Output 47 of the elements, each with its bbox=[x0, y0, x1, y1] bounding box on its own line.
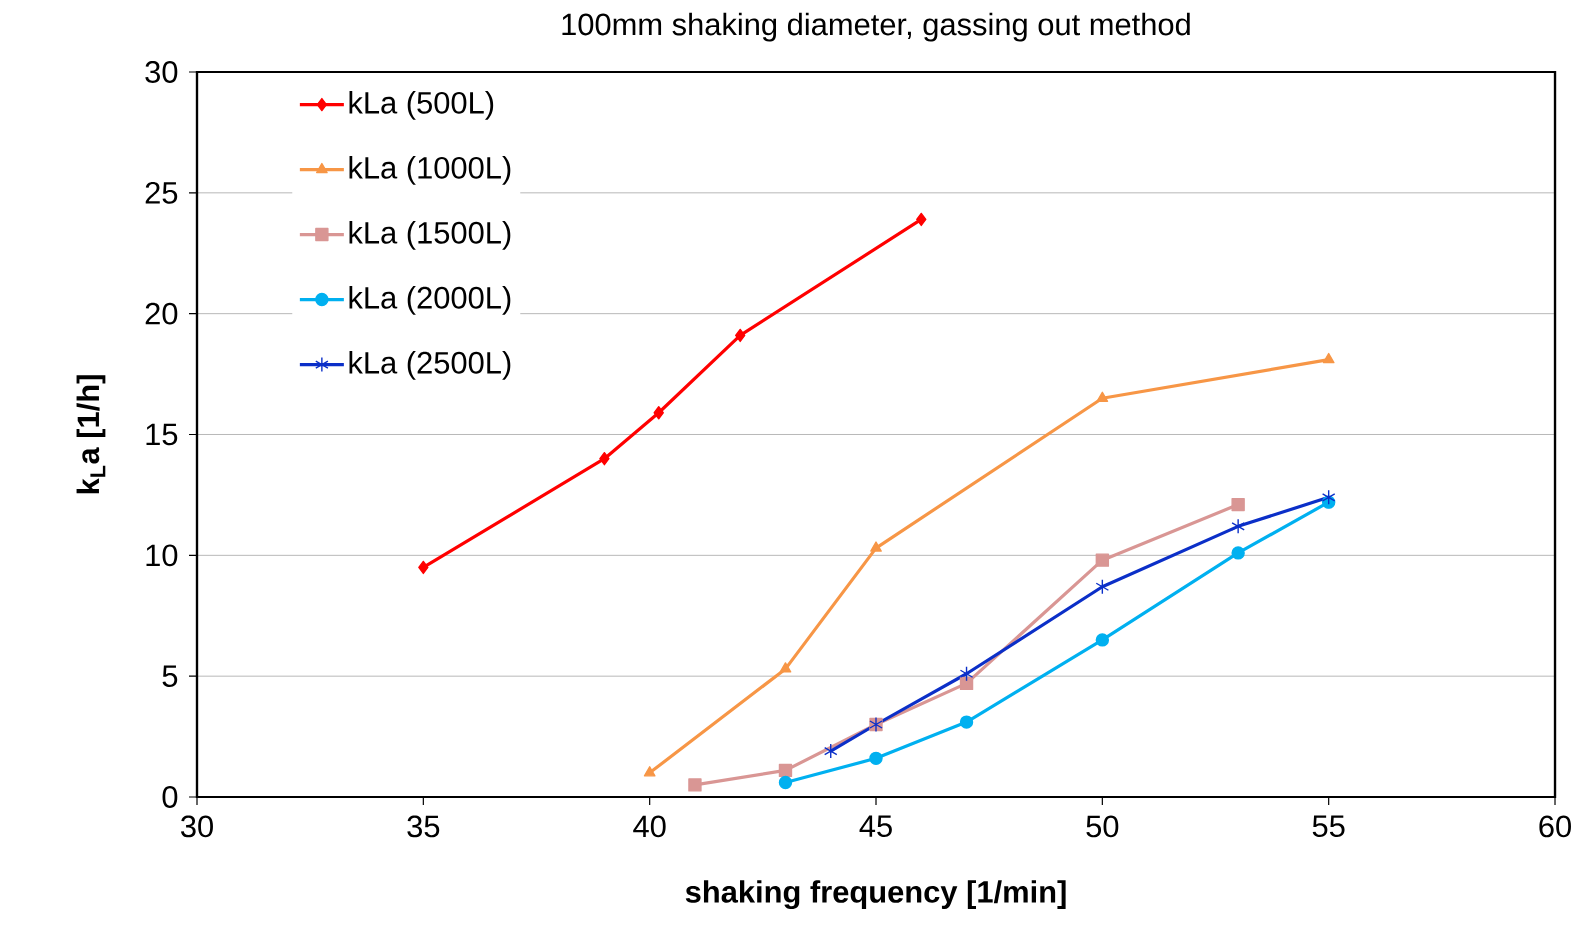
point bbox=[1231, 497, 1245, 512]
point bbox=[1231, 546, 1245, 560]
y-tick-label: 15 bbox=[146, 423, 178, 446]
point bbox=[959, 666, 974, 682]
x-tick-label: 55 bbox=[1312, 815, 1345, 838]
point bbox=[959, 676, 974, 691]
point bbox=[688, 778, 702, 792]
point bbox=[1096, 391, 1109, 402]
legend-label: kLa (1500L) bbox=[349, 221, 511, 250]
x-tick-label: 40 bbox=[633, 815, 666, 838]
point bbox=[599, 451, 610, 466]
legend-label: kLa (2000L) bbox=[349, 286, 511, 315]
y-tick-label: 30 bbox=[145, 61, 178, 83]
point bbox=[823, 743, 838, 759]
chart-title: 100mm shaking diameter, gassing out method bbox=[562, 12, 1190, 42]
y-tick-label: 10 bbox=[146, 544, 178, 567]
point bbox=[779, 662, 792, 673]
point bbox=[735, 328, 746, 343]
y-tick-label: 25 bbox=[145, 181, 178, 204]
x-tick-label: 45 bbox=[859, 815, 892, 838]
point bbox=[1321, 489, 1336, 506]
x-tick-label: 35 bbox=[407, 815, 440, 838]
point bbox=[869, 751, 883, 766]
point bbox=[870, 541, 882, 552]
point bbox=[1095, 579, 1110, 595]
text: k$_{L}$a [1/h] bbox=[76, 375, 106, 494]
legend-label: kLa (1000L) bbox=[349, 156, 511, 185]
legend-label: kLa (2500L) bbox=[349, 351, 511, 380]
legend-label: kLa (500L) bbox=[349, 91, 494, 120]
point bbox=[418, 560, 429, 575]
x-tick-label: 50 bbox=[1086, 815, 1119, 838]
point bbox=[1095, 633, 1110, 647]
y-tick-label: 0 bbox=[162, 786, 178, 808]
y-tick-label: 20 bbox=[145, 302, 178, 325]
point bbox=[1231, 518, 1245, 535]
x-tick-label: 60 bbox=[1539, 815, 1571, 838]
point bbox=[916, 212, 927, 227]
y-tick-label: 5 bbox=[162, 665, 178, 687]
x-axis-title: shaking frequency [1/min] bbox=[685, 880, 1066, 910]
point bbox=[1095, 553, 1110, 567]
point bbox=[643, 766, 656, 777]
point bbox=[778, 763, 793, 778]
x-tick-label: 30 bbox=[181, 815, 213, 838]
point bbox=[778, 775, 793, 790]
point bbox=[653, 406, 664, 420]
point bbox=[1322, 352, 1335, 364]
point bbox=[959, 715, 974, 729]
